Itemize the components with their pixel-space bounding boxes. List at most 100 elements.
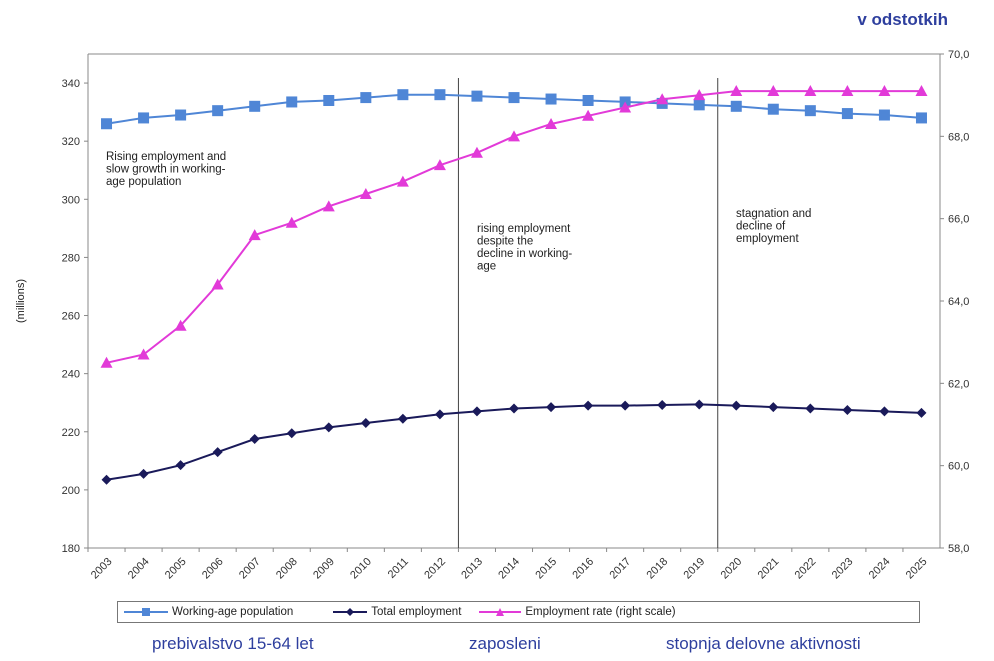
- data-point-diamond: [434, 409, 445, 420]
- data-point-diamond: [286, 428, 297, 439]
- data-point-square: [360, 92, 372, 104]
- data-point-triangle: [804, 85, 817, 97]
- annotation-line: rising employment: [477, 223, 571, 235]
- data-point-square: [434, 89, 446, 101]
- data-point-triangle: [211, 278, 224, 290]
- data-point-triangle: [174, 319, 187, 331]
- period-dividers: [457, 78, 719, 548]
- right-tick-label: 60,0: [948, 461, 969, 473]
- annotation-line: age: [477, 261, 496, 273]
- data-point-triangle: [693, 89, 706, 101]
- right-tick-label: 64,0: [948, 296, 969, 308]
- annotation-line: age population: [106, 176, 181, 188]
- x-tick-label: 2004: [126, 556, 152, 582]
- data-point-square: [804, 105, 816, 117]
- legend-label: Employment rate (right scale): [525, 606, 676, 618]
- legend-label: Total employment: [371, 606, 462, 618]
- legend-diamond-marker-icon: [333, 608, 368, 616]
- data-point-triangle: [582, 109, 595, 121]
- x-tick-label: 2010: [348, 556, 374, 582]
- data-point-square: [138, 112, 150, 124]
- annotation-line: slow growth in working-: [106, 164, 226, 176]
- legend-triangle-marker-icon: [479, 608, 522, 616]
- left-tick-label: 340: [62, 78, 80, 90]
- x-tick-label: 2023: [830, 556, 856, 582]
- x-axis-ticks: 2003 2004 2005 2006 2007 2008 2009 2010 2011 2012…: [87, 548, 930, 582]
- x-tick-label: 2017: [607, 556, 633, 582]
- data-point-diamond: [842, 404, 853, 415]
- data-point-triangle: [100, 356, 113, 368]
- plot-frame: [87, 53, 941, 549]
- data-point-triangle: [915, 85, 928, 97]
- right-tick-label: 68,0: [948, 131, 969, 143]
- left-tick-label: 300: [62, 194, 80, 206]
- data-point-diamond: [879, 406, 890, 417]
- data-point-square: [545, 93, 557, 105]
- x-tick-label: 2011: [386, 556, 411, 581]
- annotation-line: decline in working-: [477, 248, 572, 260]
- legend-total-employment: Total employment: [333, 606, 461, 618]
- caption-working-age: prebivalstvo 15-64 let: [152, 634, 314, 653]
- right-tick-label: 66,0: [948, 214, 969, 226]
- data-point-diamond: [805, 403, 816, 414]
- y-axis-label: (millions): [15, 279, 27, 323]
- annotation-line: stagnation and: [736, 208, 811, 220]
- data-point-square: [915, 112, 927, 124]
- x-tick-label: 2014: [496, 556, 522, 582]
- legend-working-age: Working-age population: [124, 606, 293, 618]
- data-point-triangle: [433, 159, 446, 171]
- data-point-diamond: [509, 403, 519, 414]
- legend-employment-rate: Employment rate (right scale): [479, 606, 676, 618]
- data-point-diamond: [138, 468, 149, 479]
- data-point-square: [582, 94, 594, 106]
- data-point-triangle: [619, 101, 632, 113]
- x-tick-label: 2007: [237, 556, 263, 582]
- chart-area: 180 200 220 240 260 280 300 320 340 58,0 60,0 62,0…: [15, 49, 969, 582]
- x-tick-label: 2005: [163, 556, 189, 582]
- data-point-triangle: [878, 85, 891, 97]
- x-tick-label: 2024: [867, 556, 893, 582]
- legend-label: Working-age population: [172, 606, 294, 618]
- data-point-diamond: [212, 447, 223, 458]
- left-tick-label: 260: [62, 311, 80, 323]
- right-tick-label: 70,0: [948, 49, 969, 61]
- data-point-diamond: [360, 418, 371, 429]
- data-point-diamond: [768, 402, 779, 413]
- x-tick-label: 2020: [719, 556, 745, 582]
- x-tick-label: 2025: [904, 556, 930, 582]
- left-tick-label: 280: [62, 252, 80, 264]
- data-point-square: [693, 99, 705, 111]
- data-point-square: [286, 96, 298, 108]
- data-point-square: [730, 100, 742, 112]
- data-point-square: [767, 103, 779, 115]
- right-tick-label: 62,0: [948, 378, 969, 390]
- data-point-triangle: [545, 117, 558, 129]
- x-tick-label: 2022: [793, 556, 819, 582]
- data-point-triangle: [656, 93, 669, 105]
- x-tick-label: 2015: [533, 556, 559, 582]
- data-point-triangle: [508, 130, 520, 142]
- data-point-triangle: [767, 85, 780, 97]
- caption-employment-rate: stopnja delovne aktivnosti: [666, 634, 861, 653]
- annotation-line: Rising employment and: [106, 151, 226, 163]
- data-point-triangle: [470, 146, 483, 158]
- data-point-diamond: [249, 434, 260, 445]
- data-point-square: [508, 92, 520, 104]
- data-point-square: [175, 109, 187, 121]
- left-tick-label: 320: [62, 136, 80, 148]
- series-lines: [100, 85, 928, 485]
- data-point-triangle: [730, 85, 743, 97]
- data-point-diamond: [323, 422, 334, 433]
- data-point-square: [878, 109, 890, 121]
- data-point-square: [323, 94, 335, 106]
- x-tick-label: 2008: [274, 556, 300, 582]
- data-point-diamond: [101, 474, 112, 485]
- legend: Working-age population Total employment …: [117, 601, 920, 623]
- data-point-diamond: [731, 400, 742, 411]
- data-point-square: [397, 89, 409, 101]
- x-tick-label: 2013: [459, 556, 485, 582]
- data-point-square: [471, 90, 483, 102]
- annotations: Rising employment and slow growth in work…: [106, 151, 811, 273]
- x-tick-label: 2019: [682, 556, 708, 582]
- data-point-diamond: [583, 400, 594, 411]
